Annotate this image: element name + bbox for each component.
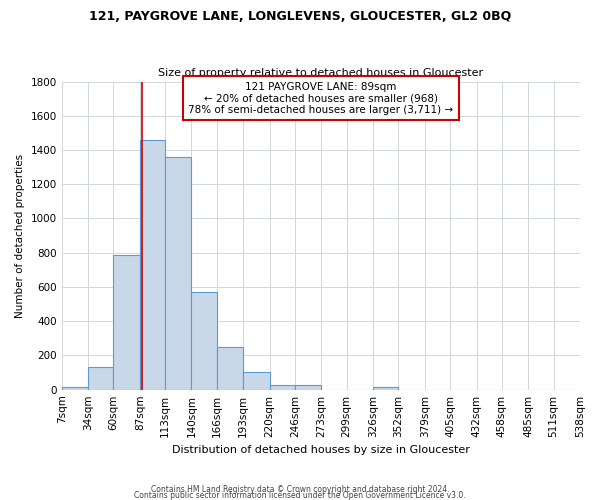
- X-axis label: Distribution of detached houses by size in Gloucester: Distribution of detached houses by size …: [172, 445, 470, 455]
- Bar: [62, 387, 88, 390]
- Bar: [140, 140, 165, 390]
- Text: 121, PAYGROVE LANE, LONGLEVENS, GLOUCESTER, GL2 0BQ: 121, PAYGROVE LANE, LONGLEVENS, GLOUCEST…: [89, 10, 511, 23]
- Text: Contains HM Land Registry data © Crown copyright and database right 2024.: Contains HM Land Registry data © Crown c…: [151, 484, 449, 494]
- Bar: [191, 292, 217, 390]
- Text: Contains public sector information licensed under the Open Government Licence v3: Contains public sector information licen…: [134, 490, 466, 500]
- Title: Size of property relative to detached houses in Gloucester: Size of property relative to detached ho…: [158, 68, 484, 78]
- Bar: [295, 386, 322, 390]
- Bar: [269, 384, 295, 390]
- Bar: [165, 157, 191, 390]
- Bar: [88, 366, 113, 390]
- Text: 121 PAYGROVE LANE: 89sqm
← 20% of detached houses are smaller (968)
78% of semi-: 121 PAYGROVE LANE: 89sqm ← 20% of detach…: [188, 82, 454, 115]
- Bar: [373, 387, 398, 390]
- Bar: [217, 347, 243, 390]
- Bar: [113, 256, 140, 390]
- Y-axis label: Number of detached properties: Number of detached properties: [15, 154, 25, 318]
- Bar: [243, 372, 269, 390]
